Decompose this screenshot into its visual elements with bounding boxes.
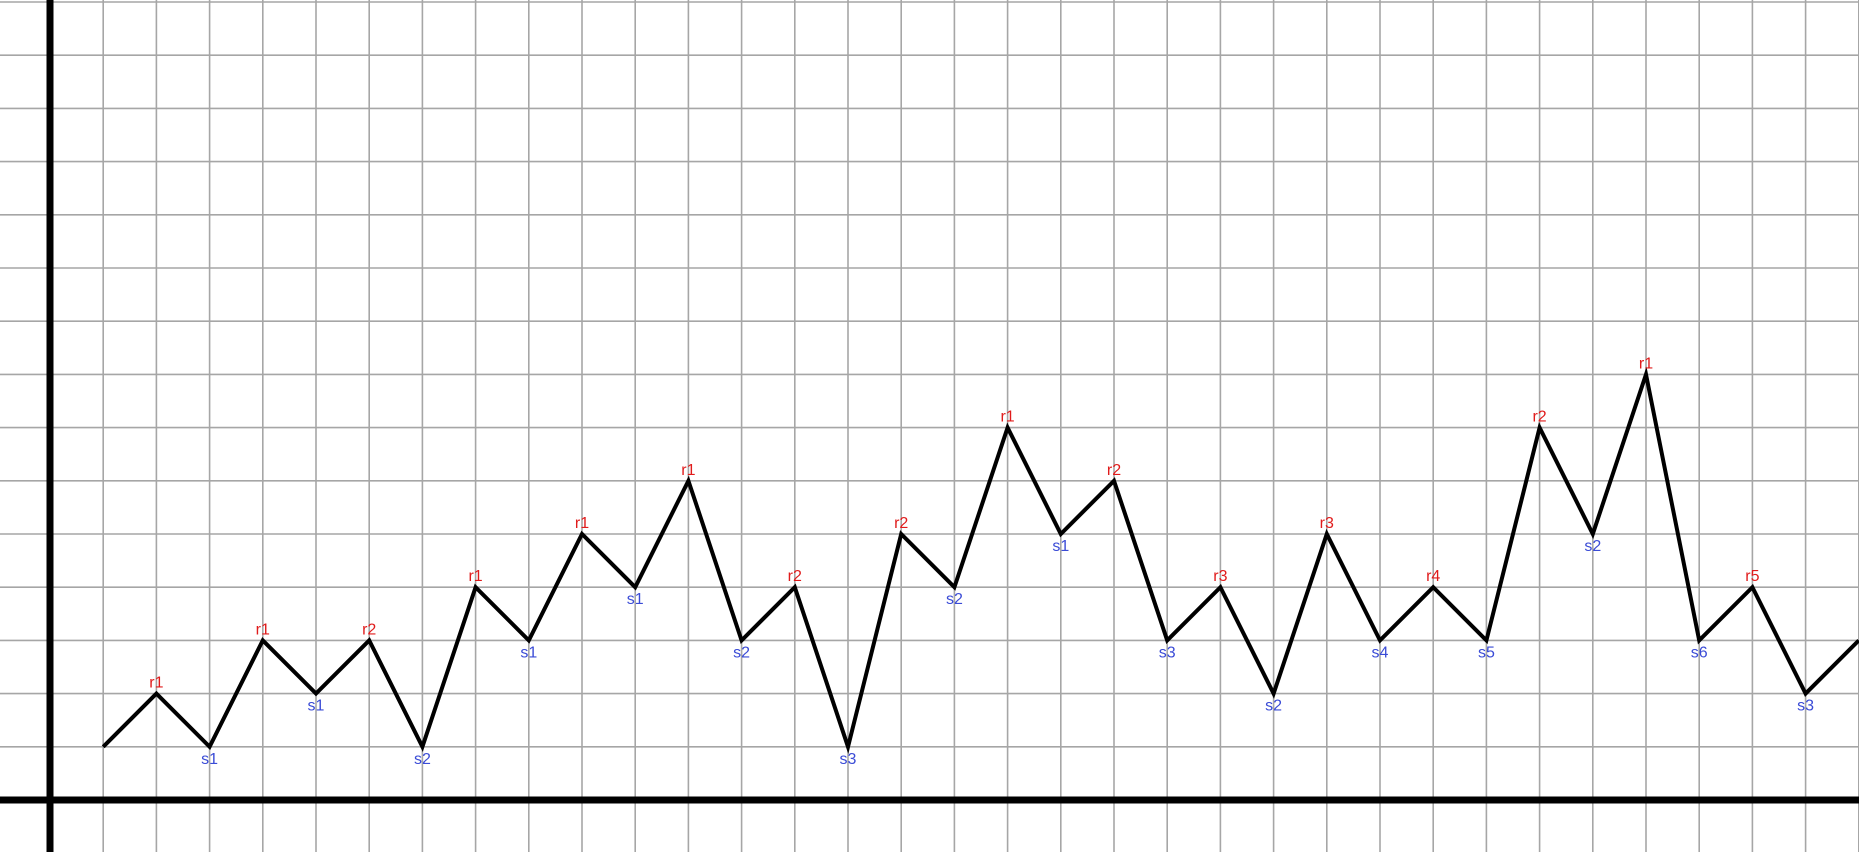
- trough-label: s2: [414, 751, 431, 768]
- trough-label: s6: [1691, 644, 1708, 661]
- peak-label: r1: [149, 675, 163, 692]
- peak-label: r1: [256, 621, 270, 638]
- trough-label: s4: [1372, 644, 1389, 661]
- trough-label: s3: [1159, 644, 1176, 661]
- trough-label: s2: [1265, 698, 1282, 715]
- trough-label: s3: [840, 751, 857, 768]
- peak-label: r2: [788, 568, 802, 585]
- peak-label: r3: [1213, 568, 1227, 585]
- trough-label: s5: [1478, 644, 1495, 661]
- trough-label: s3: [1797, 698, 1814, 715]
- peak-label: r2: [1107, 462, 1121, 479]
- zigzag-line: [101, 366, 1859, 754]
- trough-label: s2: [946, 591, 963, 608]
- peak-label: r1: [468, 568, 482, 585]
- trough-label: s2: [733, 644, 750, 661]
- trough-label: s1: [520, 644, 537, 661]
- peak-label: r1: [575, 515, 589, 532]
- peak-label: r2: [894, 515, 908, 532]
- trough-label: s1: [1052, 538, 1069, 555]
- point-labels: r1 s1 r1 s1 r2 s2 r1 s1 r1 s1 r1 s2 r2 s3 r2 s2 r1 s1 r2 s3…: [149, 355, 1814, 767]
- trough-label: s2: [1584, 538, 1601, 555]
- trough-label: s1: [627, 591, 644, 608]
- peak-label: r5: [1745, 568, 1759, 585]
- trough-label: s1: [308, 698, 325, 715]
- trough-label: s1: [201, 751, 218, 768]
- peak-label: r1: [1639, 355, 1653, 372]
- peak-label: r2: [362, 621, 376, 638]
- peak-label: r1: [681, 462, 695, 479]
- peak-label: r2: [1532, 409, 1546, 426]
- peak-label: r4: [1426, 568, 1440, 585]
- peak-label: r1: [1000, 409, 1014, 426]
- peak-label: r3: [1320, 515, 1334, 532]
